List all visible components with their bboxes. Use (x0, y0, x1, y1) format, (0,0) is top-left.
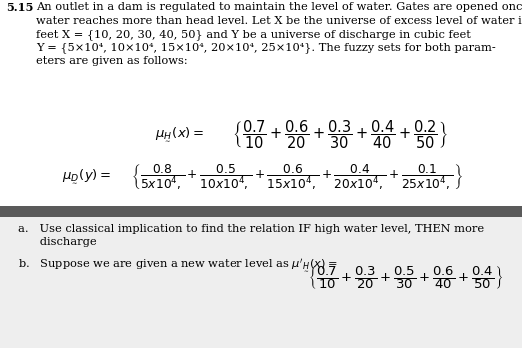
Text: $\left\{\dfrac{0.8}{5x10^4,} + \dfrac{0.5}{10x10^4,} + \dfrac{0.6}{15x10^4,} + \: $\left\{\dfrac{0.8}{5x10^4,} + \dfrac{0.… (131, 163, 463, 191)
Text: $\left\{\dfrac{0.7}{10} + \dfrac{0.6}{20} + \dfrac{0.3}{30} + \dfrac{0.4}{40} + : $\left\{\dfrac{0.7}{10} + \dfrac{0.6}{20… (232, 119, 448, 151)
Text: b.   Suppose we are given a new water level as $\mu'_{\underset{\sim}{H}}(x) =$: b. Suppose we are given a new water leve… (18, 258, 337, 274)
Bar (0, 206, 522, 217)
Text: $\mu_{\underset{\sim}{D}}(y) =$: $\mu_{\underset{\sim}{D}}(y) =$ (62, 168, 111, 186)
Bar (0, 217, 522, 348)
Text: $\mu_{\underset{\sim}{H}}(x) =$: $\mu_{\underset{\sim}{H}}(x) =$ (155, 126, 204, 144)
Text: feet X = {10, 20, 30, 40, 50} and Y be a universe of discharge in cubic feet: feet X = {10, 20, 30, 40, 50} and Y be a… (36, 29, 471, 40)
Text: 5.15: 5.15 (6, 2, 33, 13)
Text: Y = {5×10⁴, 10×10⁴, 15×10⁴, 20×10⁴, 25×10⁴}. The fuzzy sets for both param-: Y = {5×10⁴, 10×10⁴, 15×10⁴, 20×10⁴, 25×1… (36, 42, 496, 53)
Text: $\left\{\dfrac{0.7}{10} + \dfrac{0.3}{20} + \dfrac{0.5}{30} + \dfrac{0.6}{40} + : $\left\{\dfrac{0.7}{10} + \dfrac{0.3}{20… (308, 264, 503, 291)
Bar (0, 0, 522, 206)
Text: eters are given as follows:: eters are given as follows: (36, 56, 187, 66)
Text: a.   Use classical implication to find the relation IF high water level, THEN mo: a. Use classical implication to find the… (18, 224, 484, 234)
Text: discharge: discharge (18, 237, 97, 247)
Text: water reaches more than head level. Let X be the universe of excess level of wat: water reaches more than head level. Let … (36, 16, 522, 25)
Text: An outlet in a dam is regulated to maintain the level of water. Gates are opened: An outlet in a dam is regulated to maint… (36, 2, 522, 12)
